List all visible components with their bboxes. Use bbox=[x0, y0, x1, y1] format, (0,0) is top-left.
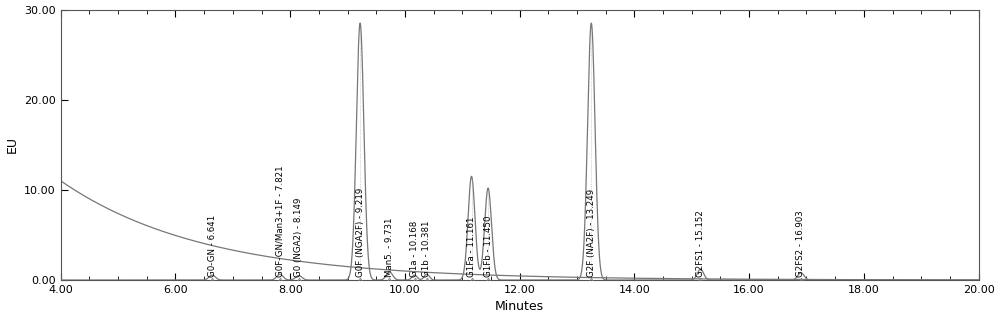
X-axis label: Minutes: Minutes bbox=[495, 300, 544, 314]
Text: G2F (NA2F) - 13.249: G2F (NA2F) - 13.249 bbox=[587, 189, 596, 277]
Text: G0 (NGA2) - 8.149: G0 (NGA2) - 8.149 bbox=[294, 198, 303, 277]
Text: G1a - 10.168: G1a - 10.168 bbox=[410, 221, 419, 277]
Text: G0-GN - 6.641: G0-GN - 6.641 bbox=[208, 215, 217, 277]
Text: G0F-GN/Man3+1F - 7.821: G0F-GN/Man3+1F - 7.821 bbox=[275, 166, 284, 277]
Text: G2FS2 - 16.903: G2FS2 - 16.903 bbox=[796, 211, 805, 277]
Text: G0F (NGA2F) - 9.219: G0F (NGA2F) - 9.219 bbox=[356, 188, 365, 277]
Text: G1Fb - 11.450: G1Fb - 11.450 bbox=[484, 216, 493, 277]
Text: G1Fa - 11.161: G1Fa - 11.161 bbox=[467, 217, 476, 277]
Text: Man5. - 9.731: Man5. - 9.731 bbox=[385, 218, 394, 277]
Text: G2FS1 - 15.152: G2FS1 - 15.152 bbox=[696, 211, 705, 277]
Text: G1b - 10.381: G1b - 10.381 bbox=[422, 221, 431, 277]
Y-axis label: EU: EU bbox=[6, 136, 19, 153]
